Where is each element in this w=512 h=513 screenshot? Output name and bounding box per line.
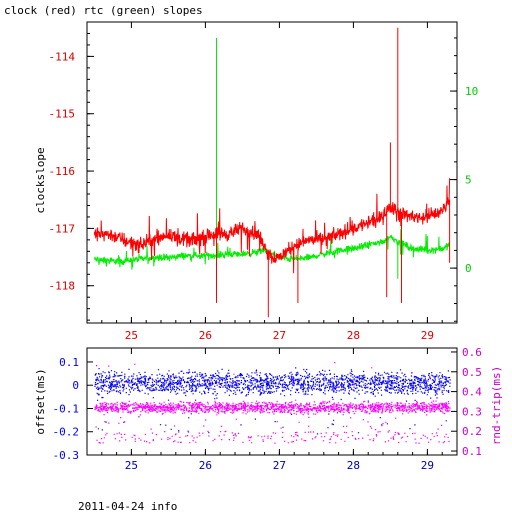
bottom-y2tick-label: 0.4 (462, 386, 482, 399)
bottom-xtick-label: 29 (421, 459, 434, 472)
top-y2tick-label: 5 (465, 174, 472, 187)
top-ytick-label: -115 (49, 108, 76, 121)
top-ytick-label: -116 (49, 165, 76, 178)
top-y2tick-label: 0 (465, 262, 472, 275)
top-ytick-label: -117 (49, 222, 76, 235)
top-plot-frame (86, 21, 458, 324)
bottom-y2tick-label: 0.6 (462, 346, 482, 359)
clock-series-line (93, 178, 451, 274)
page-title: clock (red) rtc (green) slopes (4, 4, 203, 17)
footer-info: 2011-04-24 info (78, 500, 178, 513)
bottom-y2tick-label: 0.2 (462, 425, 482, 438)
top-xtick-label: 25 (125, 329, 138, 342)
rtc-series-line (94, 229, 451, 270)
top-xtick-label: 29 (421, 329, 434, 342)
bottom-y2label: rnd-trip(ms) (490, 366, 503, 445)
bottom-ylabel: offset(ms) (34, 368, 47, 434)
bottom-xtick-label: 28 (347, 459, 360, 472)
bottom-y2tick-label: 0.3 (462, 405, 482, 418)
top-ylabel: clockslope (34, 147, 47, 213)
rndtrip-series-points (94, 362, 451, 444)
bottom-ytick-label: -0.1 (53, 402, 80, 415)
top-ytick-label: -114 (49, 50, 76, 63)
bottom-ytick-label: 0.1 (59, 356, 79, 369)
top-y2tick-label: 10 (465, 85, 478, 98)
bottom-plot-frame (86, 347, 458, 456)
top-xtick-label: 28 (347, 329, 360, 342)
bottom-xtick-label: 27 (273, 459, 286, 472)
bottom-xtick-label: 26 (199, 459, 212, 472)
top-chart: 25 26 27 28 29 -114 -115 -116 -117 -118 10 5 0 clocks… (34, 21, 478, 342)
bottom-ytick-label: -0.2 (53, 426, 80, 439)
offset-series-points (94, 367, 451, 435)
top-ytick-label: -118 (49, 280, 76, 293)
top-xtick-label: 27 (273, 329, 286, 342)
bottom-ytick-label: 0 (72, 379, 79, 392)
bottom-y2tick-label: 0.1 (462, 445, 482, 458)
bottom-y2tick-label: 0.5 (462, 366, 482, 379)
bottom-chart: 25 26 27 28 29 0.1 0 -0.1 -0.2 -0.3 0.6 0.5 0.4 0.3 0.… (34, 346, 503, 472)
bottom-ytick-label: -0.3 (53, 449, 80, 462)
bottom-xtick-label: 25 (125, 459, 138, 472)
top-xtick-label: 26 (199, 329, 212, 342)
